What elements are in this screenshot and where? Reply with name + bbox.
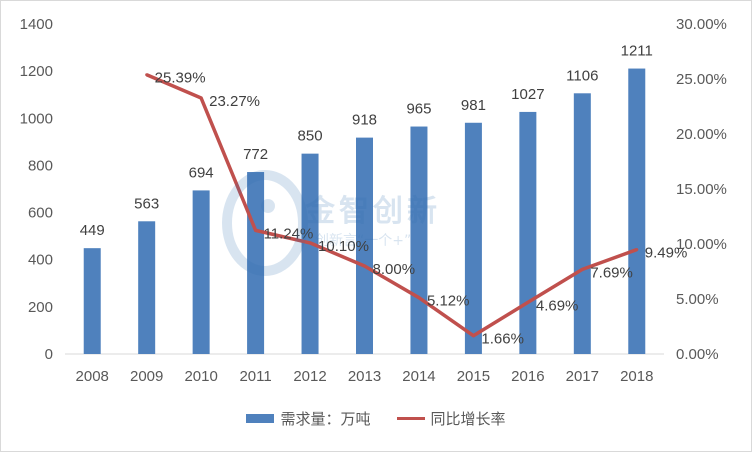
line-value-label: 25.39%	[155, 70, 206, 87]
legend-item-growth: 同比增长率	[396, 408, 506, 429]
y-left-tick-label: 0	[45, 346, 53, 363]
line-value-label: 23.27%	[209, 93, 260, 110]
y-left-tick-label: 400	[28, 252, 53, 269]
data-labels: 449 563 694 772 850 918 965 981 1027 1106 1211 25.3…	[80, 43, 688, 348]
bar	[410, 126, 428, 355]
x-tick-label: 2016	[511, 368, 544, 385]
bar-value-label: 563	[134, 195, 159, 212]
line-point	[145, 73, 149, 77]
y-right-tick-label: 30.00%	[676, 16, 727, 33]
bar	[83, 248, 101, 354]
x-tick-label: 2012	[293, 368, 326, 385]
x-tick-label: 2009	[130, 368, 163, 385]
y-right-tick-label: 15.00%	[676, 181, 727, 198]
y-right-tick-label: 5.00%	[676, 291, 719, 308]
line-value-label: 7.69%	[590, 264, 633, 281]
x-tick-label: 2008	[76, 368, 109, 385]
legend-item-demand: 需求量：万吨	[246, 408, 371, 429]
legend-label-growth: 同比增长率	[430, 411, 506, 428]
x-tick-label: 2014	[402, 368, 435, 385]
bar-value-label: 850	[298, 128, 323, 145]
growth-line	[145, 73, 638, 338]
line-point	[363, 264, 366, 268]
bar	[192, 190, 210, 354]
x-tick-label: 2011	[239, 368, 271, 385]
bar	[628, 68, 646, 355]
y-left-tick-label: 1200	[20, 63, 53, 80]
line-value-label: 4.69%	[536, 297, 579, 314]
y-left-tick-label: 600	[28, 205, 53, 222]
line-point	[308, 241, 312, 245]
x-tick-label: 2010	[184, 368, 217, 385]
line-value-label: 8.00%	[373, 261, 416, 278]
line-value-label: 9.49%	[645, 245, 688, 262]
bar-value-label: 918	[352, 112, 377, 129]
line-point	[580, 267, 584, 271]
line-value-label: 1.66%	[481, 331, 524, 348]
axes: 0 200 400 600 800 1000 1200 1400 0.00% 5.00% 10.00…	[20, 16, 727, 385]
line-series	[145, 73, 639, 338]
x-tick-label: 2017	[566, 368, 599, 385]
bar-value-label: 449	[80, 222, 105, 239]
line-value-label: 11.24%	[264, 225, 314, 242]
line-point	[199, 96, 203, 100]
bar	[464, 122, 482, 354]
y-left-tick-label: 200	[28, 299, 53, 316]
line-point	[635, 248, 639, 252]
x-tick-label: 2018	[620, 368, 653, 385]
bar	[138, 221, 156, 354]
y-right-tick-label: 25.00%	[676, 71, 727, 88]
bar-value-label: 772	[243, 146, 268, 163]
bar-value-label: 965	[406, 101, 431, 118]
bar	[519, 111, 537, 355]
legend-label-demand: 需求量：万吨	[280, 411, 371, 428]
y-left-tick-label: 1400	[20, 16, 53, 33]
y-right-tick-label: 10.00%	[676, 236, 727, 253]
bar-value-label: 694	[189, 164, 214, 181]
legend: 需求量：万吨 同比增长率	[0, 408, 752, 429]
line-value-label: 10.10%	[318, 238, 369, 255]
bar-value-label: 1106	[566, 67, 598, 84]
line-point	[254, 228, 258, 232]
y-left-tick-label: 1000	[20, 110, 53, 127]
legend-line-swatch	[396, 417, 425, 420]
y-left-tick-label: 800	[28, 157, 53, 174]
bar-value-label: 981	[461, 97, 486, 114]
bar	[247, 172, 265, 354]
line-point	[471, 334, 475, 338]
bar	[573, 93, 591, 355]
bar-value-label: 1027	[511, 86, 544, 103]
line-point	[417, 296, 421, 300]
bar-value-label: 1211	[621, 43, 653, 60]
y-right-tick-label: 0.00%	[676, 346, 719, 363]
line-point	[526, 300, 530, 304]
line-value-label: 5.12%	[427, 293, 470, 310]
bar	[356, 137, 373, 354]
bar	[301, 153, 319, 354]
x-tick-label: 2013	[348, 368, 381, 385]
y-right-tick-label: 20.00%	[676, 126, 727, 143]
x-tick-label: 2015	[457, 368, 490, 385]
legend-bar-swatch	[246, 414, 275, 423]
